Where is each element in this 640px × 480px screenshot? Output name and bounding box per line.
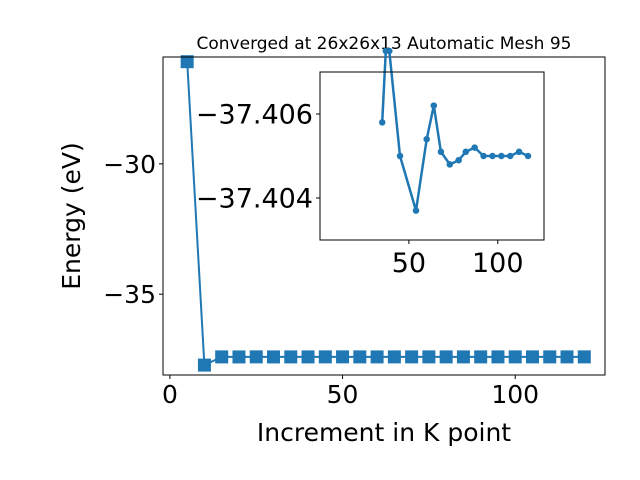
data-point <box>480 152 487 160</box>
x-axis-label: Increment in K point <box>257 418 511 447</box>
y-tick-label: −30 <box>103 150 156 179</box>
data-point <box>284 350 298 364</box>
data-point <box>489 152 496 160</box>
data-point <box>439 350 453 364</box>
data-point <box>353 350 367 364</box>
data-point <box>524 152 532 160</box>
inset-plot: 50 100 −37.406 −37.404 <box>196 47 545 279</box>
data-point <box>370 350 384 364</box>
chart-title: Converged at 26x26x13 Automatic Mesh 95 <box>197 34 572 54</box>
data-point <box>422 350 436 364</box>
data-point <box>506 152 514 160</box>
data-point <box>474 350 488 364</box>
data-point <box>560 350 574 364</box>
data-point <box>180 55 194 69</box>
y-tick-label: −35 <box>103 280 156 309</box>
x-tick-label: 50 <box>392 248 426 279</box>
y-axis-label: Energy (eV) <box>57 142 86 289</box>
data-point <box>197 358 211 372</box>
data-point <box>462 148 470 156</box>
x-tick-label: 50 <box>327 380 359 409</box>
data-point <box>471 144 478 151</box>
data-point <box>387 350 401 364</box>
data-point <box>423 135 430 143</box>
y-tick-label: −37.406 <box>196 100 313 131</box>
data-point <box>215 350 229 364</box>
data-point <box>386 47 393 55</box>
plot-frame <box>319 71 545 241</box>
data-point <box>301 350 315 364</box>
plot-frame <box>162 56 606 376</box>
data-point <box>446 161 454 168</box>
y-tick-label: −37.404 <box>196 184 313 215</box>
main-plot: 0 50 100 −30 −35 Converged at 26x26x13 Automa… <box>57 34 606 447</box>
x-tick-label: 100 <box>491 380 539 409</box>
data-point <box>378 119 386 126</box>
data-point <box>430 102 438 109</box>
data-point <box>455 156 462 164</box>
data-point <box>525 350 539 364</box>
data-point <box>396 152 404 160</box>
data-point <box>577 350 591 364</box>
data-point <box>232 350 246 364</box>
data-point <box>249 350 263 364</box>
data-point <box>456 350 470 364</box>
data-point <box>515 148 523 156</box>
data-point <box>543 350 557 364</box>
data-point <box>437 148 445 156</box>
data-point <box>491 350 505 364</box>
data-point <box>412 207 420 214</box>
data-point <box>267 350 280 364</box>
x-tick-label: 0 <box>162 380 178 409</box>
data-point <box>405 350 419 364</box>
x-tick-label: 100 <box>472 248 524 279</box>
data-point <box>498 152 505 160</box>
data-point <box>336 350 350 364</box>
data-point <box>508 350 522 364</box>
data-point <box>318 350 332 364</box>
